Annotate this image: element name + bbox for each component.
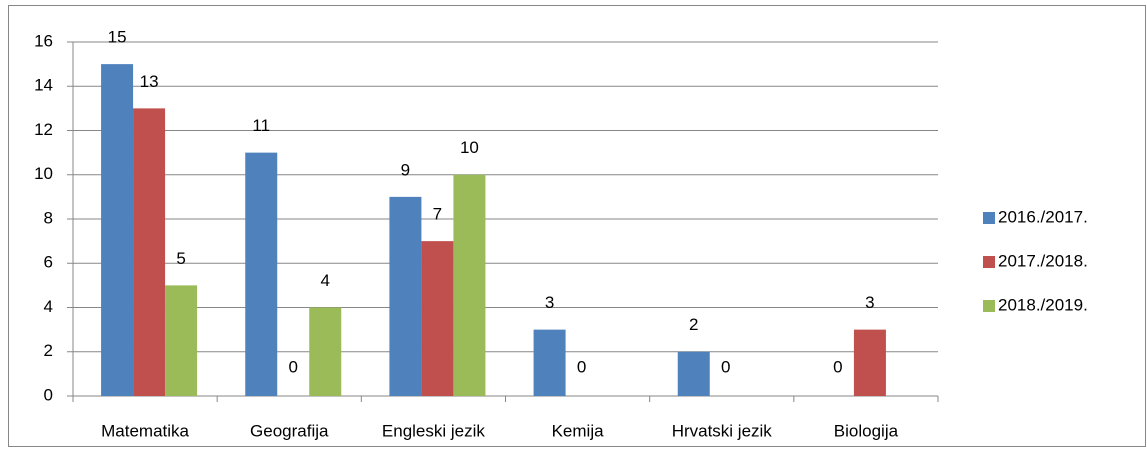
data-label: 10 (460, 138, 479, 157)
y-tick-label: 14 (34, 76, 53, 95)
data-label: 0 (833, 357, 842, 376)
y-tick-label: 16 (34, 31, 53, 50)
x-tick-label: Kemija (552, 421, 605, 440)
y-tick-label: 12 (34, 120, 53, 139)
y-tick-label: 0 (44, 385, 53, 404)
data-label: 5 (176, 249, 185, 268)
y-tick-label: 4 (44, 297, 53, 316)
legend-swatch (983, 300, 995, 312)
legend-label: 2016./2017. (998, 207, 1088, 226)
x-tick-label: Geografija (250, 421, 329, 440)
data-label: 7 (433, 205, 442, 224)
data-label: 13 (140, 72, 159, 91)
bar (853, 329, 886, 396)
bar (533, 329, 566, 396)
data-label: 4 (321, 271, 330, 290)
data-label: 9 (401, 160, 410, 179)
x-tick-label: Biologija (834, 421, 899, 440)
y-tick-label: 10 (34, 164, 53, 183)
data-label: 0 (289, 357, 298, 376)
legend-label: 2018./2019. (998, 295, 1088, 314)
legend-label: 2017./2018. (998, 251, 1088, 270)
bar (389, 196, 422, 396)
bar (101, 64, 134, 396)
y-tick-label: 2 (44, 341, 53, 360)
legend-swatch (983, 256, 995, 268)
legend-swatch (983, 212, 995, 224)
x-tick-label: Hrvatski jezik (672, 421, 773, 440)
bar (165, 285, 198, 396)
chart-frame (8, 5, 1146, 447)
data-label: 3 (545, 293, 554, 312)
y-tick-label: 8 (44, 208, 53, 227)
bar (245, 152, 278, 396)
data-label: 0 (577, 357, 586, 376)
bar (309, 307, 342, 396)
bar (133, 108, 166, 396)
x-tick-label: Engleski jezik (382, 421, 485, 440)
x-tick-label: Matematika (101, 421, 189, 440)
data-label: 11 (252, 116, 270, 135)
bar (677, 351, 710, 396)
data-label: 0 (721, 357, 730, 376)
data-label: 2 (689, 315, 698, 334)
bar (421, 241, 454, 396)
data-label: 3 (865, 293, 874, 312)
y-tick-label: 6 (44, 253, 53, 272)
bar (453, 174, 486, 396)
data-label: 15 (108, 28, 127, 47)
